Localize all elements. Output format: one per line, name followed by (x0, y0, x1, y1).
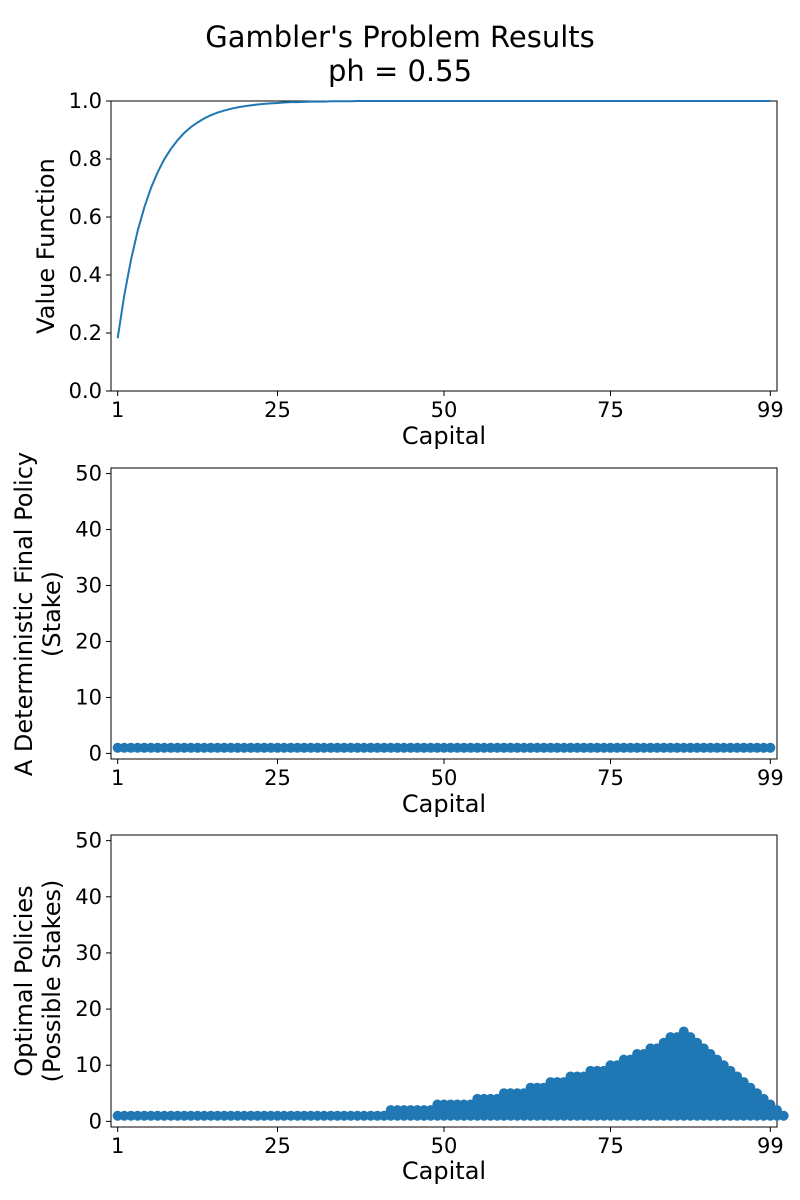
y-tick-label: 40 (75, 885, 102, 909)
optimal-policies-xlabel: Capital (402, 1157, 486, 1185)
optimal-stake-point (752, 1088, 763, 1099)
x-tick-label: 50 (431, 766, 458, 790)
value-function-xlabel: Capital (402, 422, 486, 450)
y-tick-label: 0.6 (69, 205, 102, 229)
optimal-stake-point (678, 1026, 689, 1037)
optimal-stake-point (758, 1093, 769, 1104)
x-tick-label: 50 (431, 398, 458, 422)
value-function-marks (116, 100, 771, 339)
optimal-stake-point (718, 1060, 729, 1071)
figure-title: Gambler's Problem Results (205, 20, 595, 54)
final-policy-chart: 1 25 50 75 99 0 10 20 30 40 50 Capital A Determini… (10, 452, 784, 818)
value-function-ticks: 1 25 50 75 99 0.0 0.2 0.4 0.6 0.8 1.0 (69, 89, 784, 422)
optimal-stake-point (712, 1054, 723, 1065)
value-function-chart: 1 25 50 75 99 0.0 0.2 0.4 0.6 0.8 1.0 Capital Valu… (32, 89, 784, 450)
y-tick-label: 30 (75, 574, 102, 598)
final-policy-ylabel-line1: A Deterministic Final Policy (10, 452, 38, 776)
optimal-policies-ylabel-line1: Optimal Policies (10, 885, 38, 1076)
y-tick-label: 40 (75, 518, 102, 542)
y-tick-label: 0.0 (69, 379, 102, 403)
optimal-stake-point (732, 1071, 743, 1082)
x-tick-label: 99 (757, 766, 784, 790)
optimal-stake-point (765, 1099, 776, 1110)
value-function-ylabel: Value Function (32, 158, 60, 334)
y-tick-label: 0 (89, 1109, 102, 1133)
optimal-policies-marks (112, 1026, 789, 1121)
x-tick-label: 75 (597, 766, 624, 790)
final-policy-ylabel-line2: (Stake) (38, 571, 66, 657)
y-tick-label: 30 (75, 941, 102, 965)
final-policy-ylabel: A Deterministic Final Policy (Stake) (10, 452, 66, 776)
optimal-stake-point (738, 1077, 749, 1088)
y-tick-label: 50 (75, 829, 102, 853)
y-tick-label: 10 (75, 1053, 102, 1077)
x-tick-label: 25 (264, 398, 291, 422)
optimal-stake-point (778, 1110, 789, 1121)
final-policy-marks (112, 742, 776, 753)
y-tick-label: 0.8 (69, 147, 102, 171)
x-tick-label: 1 (111, 398, 124, 422)
y-tick-label: 0.4 (69, 263, 102, 287)
optimal-policies-ylabel: Optimal Policies (Possible Stakes) (10, 880, 66, 1083)
optimal-stake-point (685, 1032, 696, 1043)
optimal-stake-point (698, 1043, 709, 1054)
optimal-stake-point (745, 1082, 756, 1093)
final-policy-frame (110, 467, 778, 760)
figure-subtitle: ph = 0.55 (328, 54, 472, 88)
final-policy-ticks: 1 25 50 75 99 0 10 20 30 40 50 (75, 462, 783, 790)
optimal-stake-point (705, 1049, 716, 1059)
optimal-stake-point (772, 1105, 782, 1116)
optimal-stake-point (692, 1037, 703, 1048)
value-function-line (116, 100, 771, 339)
y-tick-label: 20 (75, 997, 102, 1021)
y-tick-label: 20 (75, 629, 102, 653)
x-tick-label: 99 (757, 1134, 784, 1158)
optimal-stake-point (725, 1065, 736, 1076)
y-tick-label: 10 (75, 685, 102, 709)
value-function-frame (110, 100, 778, 392)
final-policy-xlabel: Capital (402, 790, 486, 818)
x-tick-label: 99 (757, 398, 784, 422)
policy-point (765, 742, 776, 753)
x-tick-label: 75 (597, 1134, 624, 1158)
x-tick-label: 50 (431, 1134, 458, 1158)
x-tick-label: 1 (111, 766, 124, 790)
optimal-policies-ylabel-line2: (Possible Stakes) (38, 880, 66, 1083)
optimal-policies-chart: 1 25 50 75 99 0 10 20 30 40 50 Capital Optimal Pol… (10, 829, 789, 1185)
x-tick-label: 1 (111, 1134, 124, 1158)
y-tick-label: 0 (89, 741, 102, 765)
optimal-policies-ticks: 1 25 50 75 99 0 10 20 30 40 50 (75, 829, 783, 1158)
x-tick-label: 75 (597, 398, 624, 422)
x-tick-label: 25 (264, 1134, 291, 1158)
x-tick-label: 25 (264, 766, 291, 790)
y-tick-label: 1.0 (69, 89, 102, 113)
y-tick-label: 0.2 (69, 321, 102, 345)
y-tick-label: 50 (75, 462, 102, 486)
